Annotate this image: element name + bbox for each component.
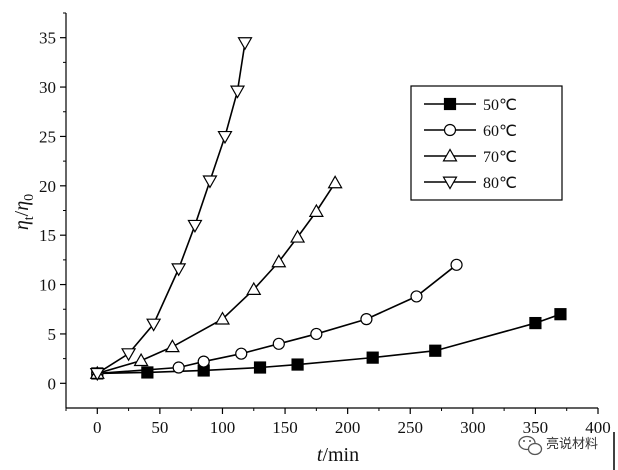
data-point bbox=[366, 351, 379, 364]
data-point bbox=[529, 316, 542, 330]
data-point bbox=[187, 219, 203, 234]
series-line bbox=[97, 313, 561, 375]
data-point bbox=[121, 348, 137, 362]
data-point bbox=[327, 175, 343, 189]
data-point bbox=[229, 85, 246, 99]
data-point bbox=[89, 367, 105, 382]
data-point bbox=[291, 358, 304, 371]
x-axis-title-unit: /min bbox=[322, 444, 359, 466]
data-point bbox=[141, 366, 154, 379]
data-point bbox=[246, 281, 262, 295]
y-tick-label: 0 bbox=[48, 374, 57, 393]
y-axis-title-eta1: η bbox=[11, 220, 33, 230]
x-tick-label: 300 bbox=[460, 418, 486, 437]
data-point bbox=[554, 308, 567, 321]
x-tick-label: 150 bbox=[272, 418, 298, 437]
series-4 bbox=[89, 37, 253, 382]
x-tick-label: 100 bbox=[210, 418, 236, 437]
legend: 50℃ 60℃ 70℃ 80℃ bbox=[410, 85, 563, 201]
legend-marker bbox=[442, 176, 458, 190]
data-point bbox=[360, 313, 373, 326]
x-tick-label: 200 bbox=[335, 418, 361, 437]
legend-marker bbox=[442, 148, 458, 162]
legend-marker bbox=[443, 97, 457, 111]
data-point bbox=[308, 203, 324, 217]
y-axis-title-eta2: η bbox=[11, 201, 33, 211]
legend-label: 60℃ bbox=[483, 123, 517, 140]
data-point bbox=[146, 318, 162, 332]
y-axis-title-sub-t: t bbox=[22, 216, 37, 220]
data-point bbox=[217, 130, 233, 145]
data-point bbox=[214, 311, 231, 325]
x-axis-title: t/min bbox=[317, 444, 359, 466]
data-point bbox=[290, 229, 306, 243]
data-point bbox=[164, 339, 180, 353]
y-tick-label: 20 bbox=[39, 177, 56, 196]
legend-marker bbox=[443, 123, 457, 137]
data-point bbox=[429, 344, 442, 357]
data-point bbox=[410, 290, 423, 303]
x-axis-title-var: t bbox=[317, 444, 323, 466]
x-axis: 0 50 100 150 200 250 300 350 400 bbox=[65, 408, 611, 437]
x-tick-label: 0 bbox=[93, 418, 102, 437]
y-tick-label: 30 bbox=[39, 78, 56, 97]
y-axis-title-slash: / bbox=[11, 210, 33, 216]
legend-label: 50℃ bbox=[483, 97, 517, 114]
watermark: 亮说材料 bbox=[518, 435, 598, 456]
plot-area bbox=[65, 13, 598, 409]
x-tick-label: 350 bbox=[523, 418, 549, 437]
series-2 bbox=[91, 258, 463, 380]
y-tick-label: 35 bbox=[39, 29, 56, 48]
x-tick-label: 50 bbox=[151, 418, 168, 437]
wechat-icon bbox=[518, 435, 543, 456]
data-point bbox=[237, 37, 253, 51]
data-point bbox=[271, 254, 287, 268]
y-axis-title-sub-0: 0 bbox=[22, 194, 37, 201]
y-tick-label: 15 bbox=[39, 226, 56, 245]
y-tick-label: 10 bbox=[39, 276, 56, 295]
y-tick-label: 5 bbox=[48, 325, 57, 344]
legend-label: 70℃ bbox=[483, 149, 517, 166]
data-point bbox=[253, 361, 267, 374]
legend-item: 50℃ bbox=[424, 97, 517, 114]
legend-label: 80℃ bbox=[483, 175, 517, 192]
data-point bbox=[235, 347, 248, 360]
data-point bbox=[310, 327, 323, 341]
data-point bbox=[172, 361, 185, 374]
watermark-text: 亮说材料 bbox=[546, 436, 598, 452]
data-point bbox=[202, 175, 218, 189]
x-tick-label: 400 bbox=[585, 418, 611, 437]
series-group bbox=[89, 37, 567, 382]
data-point bbox=[197, 355, 210, 368]
data-point bbox=[171, 263, 187, 277]
series-line bbox=[97, 182, 336, 375]
legend-box bbox=[410, 85, 563, 201]
legend-item: 60℃ bbox=[424, 123, 517, 140]
data-point bbox=[133, 352, 149, 367]
data-point bbox=[272, 337, 285, 350]
x-tick-label: 250 bbox=[397, 418, 423, 437]
y-axis-title: ηt/η0 bbox=[11, 194, 37, 230]
y-tick-label: 25 bbox=[39, 127, 56, 146]
data-point bbox=[450, 258, 463, 271]
legend-item: 70℃ bbox=[424, 148, 517, 166]
legend-item: 80℃ bbox=[424, 175, 517, 192]
y-axis: 0 5 10 15 20 25 30 35 bbox=[39, 12, 66, 393]
series-3 bbox=[89, 175, 343, 379]
